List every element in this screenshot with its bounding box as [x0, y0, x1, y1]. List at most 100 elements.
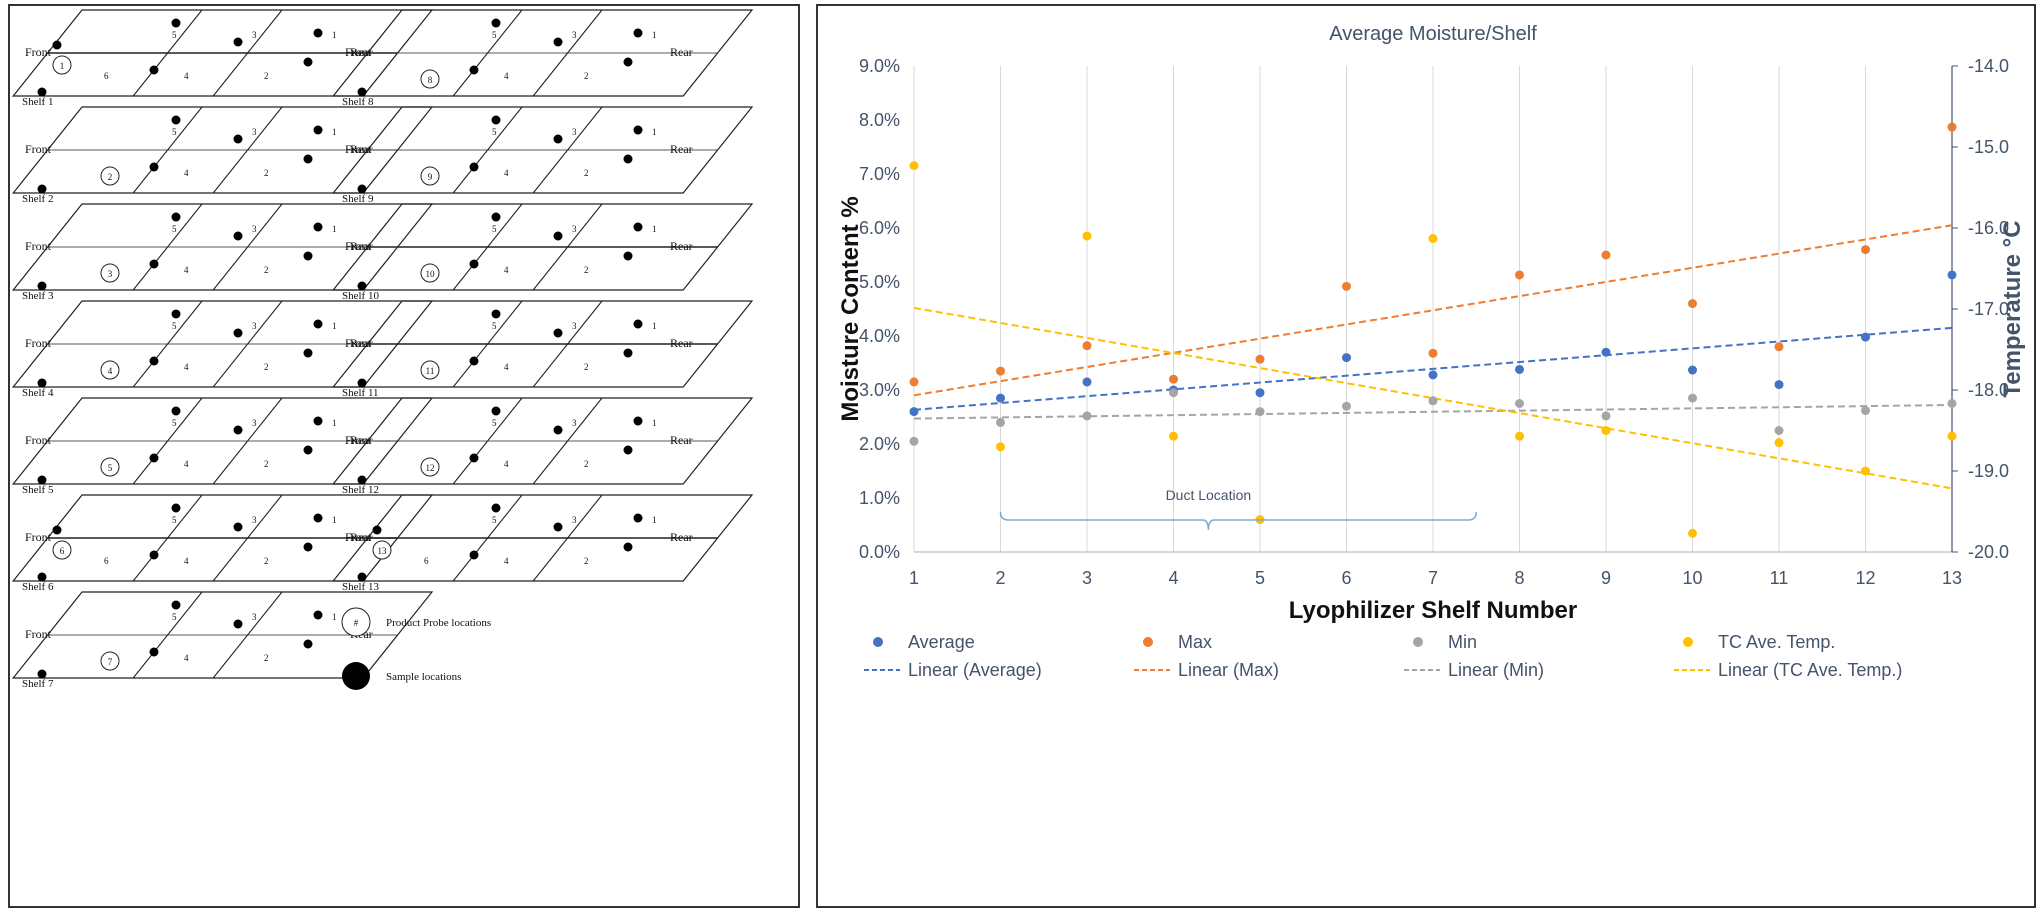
legend-trend-label: Linear (Min) [1448, 660, 1544, 680]
shelf-column-line [532, 106, 603, 194]
sample-dot [357, 378, 367, 388]
point-max [1947, 122, 1957, 132]
sample-dot [171, 309, 181, 319]
point-min [1947, 399, 1957, 408]
sample-dot [171, 600, 181, 610]
cell-number: 5 [172, 30, 177, 40]
shelf-column-line [532, 9, 603, 97]
y2-tick-label: -14.0 [1968, 56, 2009, 76]
point-average [1861, 332, 1870, 342]
point-min [996, 417, 1005, 427]
shelf-9: 531642FrontRear9Shelf 9 [331, 106, 754, 205]
rear-label: Rear [670, 530, 693, 544]
cell-number: 4 [504, 459, 509, 469]
moisture-chart-panel: Average Moisture/Shelf 1 2 3 4 5 6 7 8 9 10 11 12 13 0… [816, 4, 2036, 908]
front-label: Front [25, 239, 52, 253]
shelf-column-line [452, 9, 523, 97]
sample-dot [553, 522, 563, 532]
sample-dot [623, 348, 633, 358]
shelf-column-line [132, 9, 203, 97]
cell-number: 6 [424, 556, 429, 566]
x-tick-label: 5 [1255, 568, 1265, 588]
point-average [996, 393, 1005, 403]
y-tick-label: 0.0% [859, 542, 900, 562]
shelf-label: Shelf 7 [22, 678, 54, 690]
cell-number: 1 [332, 224, 337, 234]
probe-circle [100, 360, 120, 380]
point-min [909, 436, 919, 446]
y2-tick-label: -16.0 [1968, 218, 2009, 238]
probe-circle [420, 69, 440, 89]
point-max [1082, 341, 1092, 351]
probe-number: 10 [426, 269, 436, 279]
legend-marker [873, 637, 883, 647]
shelf-column-line [212, 397, 283, 485]
cell-number: 3 [252, 321, 257, 331]
y2-tick-label: -20.0 [1968, 542, 2009, 562]
front-label: Front [345, 45, 372, 59]
probe-number: 1 [60, 61, 65, 71]
sample-dot [37, 669, 47, 679]
front-label: Front [25, 142, 52, 156]
sample-dot [233, 37, 243, 47]
probe-number: 11 [426, 366, 435, 376]
sample-dot [233, 328, 243, 338]
legend-trend-label: Linear (Average) [908, 660, 1042, 680]
shelf-2: 531642FrontRear2Shelf 2 [11, 106, 434, 205]
sample-dot [357, 184, 367, 194]
cell-number: 4 [184, 71, 189, 81]
sample-legend-dot [342, 662, 370, 690]
point-min [1169, 388, 1178, 398]
point-tc-ave-temp- [996, 442, 1005, 452]
point-max [1169, 374, 1178, 384]
cell-number: 2 [584, 71, 589, 81]
y-tick-label: 2.0% [859, 434, 900, 454]
cell-number: 4 [504, 71, 509, 81]
shelf-column-line [132, 300, 203, 388]
probe-circle [52, 540, 72, 560]
shelf-column-line [132, 203, 203, 291]
shelf-column-line [532, 300, 603, 388]
sample-dot [171, 406, 181, 416]
cell-number: 1 [332, 515, 337, 525]
sample-dot [171, 18, 181, 28]
cell-number: 6 [104, 556, 109, 566]
diagram-legend: # Product Probe locations Sample locations [341, 607, 491, 690]
shelf-column-line [132, 591, 203, 679]
point-tc-ave-temp- [1082, 231, 1092, 241]
shelf-column-line [532, 494, 603, 582]
legend-label: Average [908, 632, 975, 652]
sample-dot [469, 453, 479, 463]
point-max [1255, 354, 1265, 364]
sample-dot [313, 513, 323, 523]
cell-number: 5 [172, 224, 177, 234]
shelf-outline [331, 494, 754, 582]
point-average [1774, 380, 1784, 390]
point-max [996, 366, 1005, 376]
cell-number: 2 [584, 459, 589, 469]
point-min [1515, 399, 1524, 408]
shelf-column-line [452, 494, 523, 582]
y-tick-label: 9.0% [859, 56, 900, 76]
sample-dot [233, 425, 243, 435]
cell-number: 1 [652, 30, 657, 40]
probe-number: 4 [108, 366, 113, 376]
shelf-8: 531642FrontRear8Shelf 8 [331, 9, 754, 108]
shelf-column-line [532, 397, 603, 485]
sample-dot [313, 319, 323, 329]
shelf-column-line [452, 397, 523, 485]
shelf-label: Shelf 9 [342, 193, 374, 205]
sample-dot [469, 550, 479, 560]
shelf-column-line [452, 106, 523, 194]
sample-dot [633, 416, 643, 426]
front-label: Front [25, 530, 52, 544]
probe-circle [100, 166, 120, 186]
sample-dot [633, 513, 643, 523]
point-average [1947, 270, 1957, 280]
sample-dot [469, 356, 479, 366]
sample-dot [233, 134, 243, 144]
point-min [1688, 393, 1697, 403]
